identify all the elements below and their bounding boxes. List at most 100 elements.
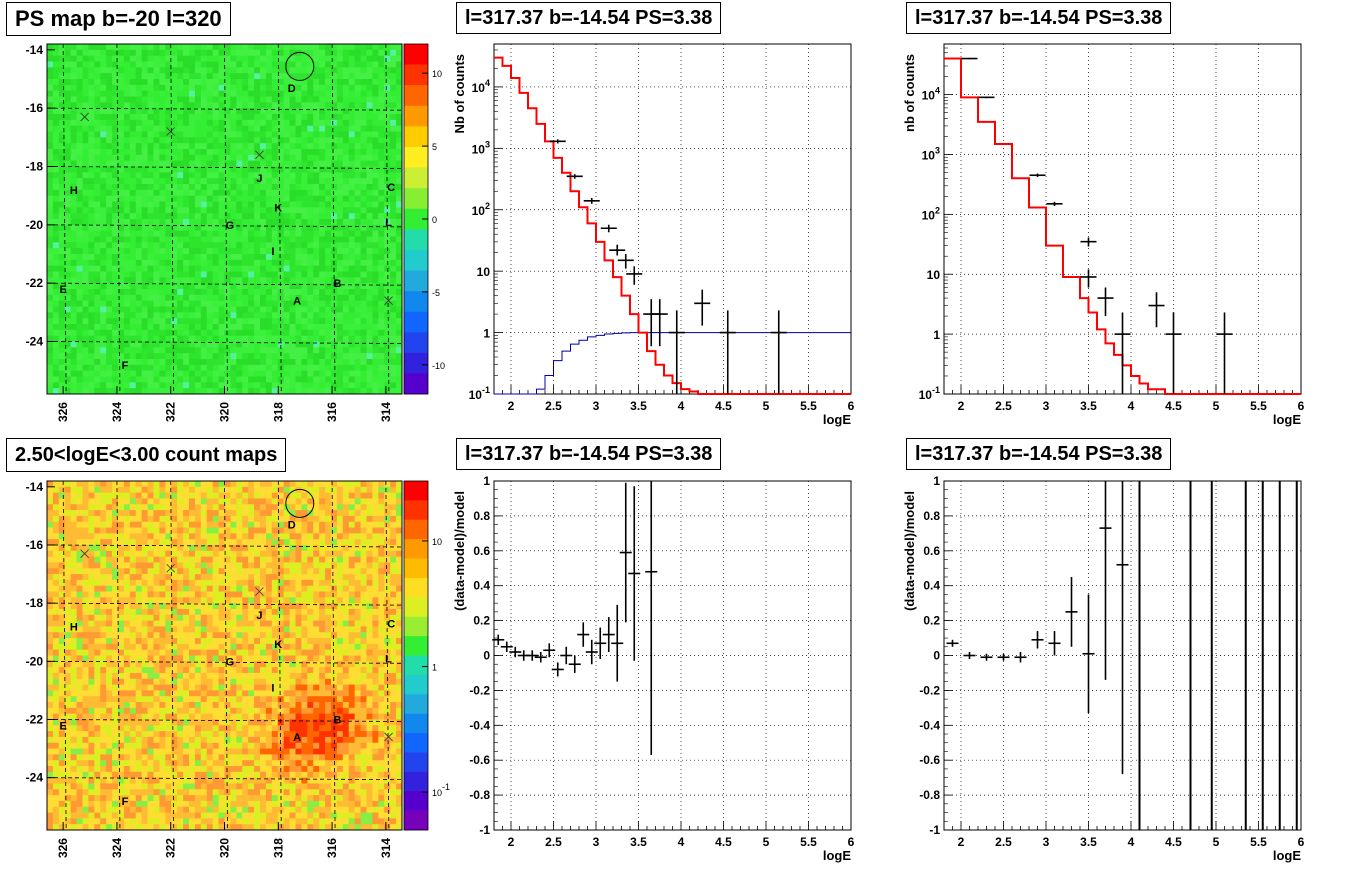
heatmap-cell [336, 271, 344, 278]
heatmap-cell [378, 79, 385, 86]
heatmap-cell [147, 166, 154, 173]
heatmap-cells [47, 481, 403, 831]
heatmap-cell [342, 90, 350, 97]
heatmap-cell [189, 219, 196, 226]
heatmap-cell [319, 329, 326, 337]
heatmap-cell [112, 178, 119, 185]
heatmap-cell [242, 44, 249, 51]
heatmap-cell [88, 283, 95, 290]
heatmap-cell [94, 626, 101, 633]
heatmap-cell [58, 643, 66, 651]
heatmap-cell [372, 219, 379, 226]
heatmap-cell [396, 90, 403, 97]
heatmap-cell [88, 498, 95, 505]
heatmap-cell [307, 61, 314, 68]
heatmap-cell [165, 521, 172, 528]
heatmap-cell [82, 783, 89, 790]
heatmap-cell [206, 184, 214, 191]
heatmap-cell [354, 213, 361, 220]
heatmap-cell [112, 719, 119, 726]
heatmap-cell [58, 84, 66, 92]
heatmap-cell [76, 376, 83, 383]
heatmap-cell [118, 574, 125, 581]
heatmap-cell [177, 230, 184, 237]
heatmap-cell [159, 556, 166, 563]
heatmap-cell [106, 766, 113, 773]
heatmap-cell [64, 748, 72, 755]
heatmap-cell [165, 160, 172, 167]
heatmap-cell [135, 324, 143, 331]
heatmap-cell [153, 283, 160, 290]
heatmap-cell [123, 690, 131, 697]
heatmap-cell [64, 521, 72, 528]
heatmap-cell [100, 172, 107, 179]
heatmap-cell [159, 731, 166, 738]
heatmap-cell [378, 335, 385, 342]
heatmap-cell [366, 84, 373, 92]
heatmap-cell [70, 271, 77, 278]
heatmap-cell [360, 207, 367, 214]
heatmap-cell [141, 224, 148, 232]
heatmap-cell [70, 626, 77, 633]
heatmap-cell [94, 696, 101, 703]
heatmap-cell [147, 533, 154, 540]
heatmap-cell [135, 568, 143, 575]
heatmap-cell [58, 731, 66, 738]
heatmap-cell [118, 341, 125, 348]
heatmap-cell [360, 195, 367, 202]
heatmap-cell [396, 73, 403, 80]
heatmap-cell [183, 289, 190, 296]
heatmap-cell [283, 79, 290, 86]
heatmap-cell [82, 271, 89, 278]
heatmap-cell [100, 149, 107, 156]
heatmap-cell [313, 347, 320, 354]
heatmap-cell [248, 219, 255, 226]
heatmap-cell [94, 608, 101, 616]
heatmap-cell [354, 172, 361, 179]
heatmap-cell [52, 614, 60, 621]
heatmap-cell [354, 55, 361, 62]
heatmap-cell [165, 259, 172, 267]
heatmap-cell [129, 149, 137, 156]
heatmap-cell [64, 96, 72, 103]
heatmap-cell [153, 515, 160, 523]
heatmap-cell [159, 481, 166, 488]
heatmap-cell [129, 49, 137, 57]
heatmap-cell [165, 690, 172, 697]
heatmap-cell [82, 667, 89, 674]
heatmap-cell [153, 347, 160, 354]
heatmap-cell [94, 667, 101, 674]
heatmap-cell [396, 318, 403, 325]
heatmap-cell [230, 324, 237, 331]
heatmap-cell [307, 143, 314, 150]
heatmap-cell [331, 283, 338, 290]
heatmap-cell [165, 254, 172, 261]
heatmap-cell [52, 143, 60, 150]
heatmap-cell [224, 189, 231, 197]
heatmap-cell [378, 248, 385, 255]
heatmap-cell [206, 172, 214, 179]
heatmap-cell [141, 754, 148, 761]
heatmap-cell [295, 353, 302, 360]
heatmap-cell [289, 125, 296, 132]
heatmap-cell [118, 271, 125, 278]
heatmap-cell [242, 370, 249, 377]
heatmap-cell [301, 79, 308, 86]
heatmap-cell [47, 527, 54, 534]
heatmap-cell [277, 125, 285, 132]
heatmap-cell [254, 265, 261, 272]
heatmap-cell [165, 643, 172, 651]
heatmap-cell [47, 608, 54, 616]
heatmap-cell [159, 766, 166, 773]
heatmap-cell [307, 370, 314, 377]
heatmap-cell [354, 195, 361, 202]
heatmap-cell [141, 96, 148, 103]
heatmap-cell [82, 719, 89, 726]
heatmap-cell [372, 172, 379, 179]
heatmap-cell [94, 754, 101, 761]
heatmap-cell [141, 672, 148, 680]
heatmap-cell [378, 160, 385, 167]
heatmap-cell [378, 341, 385, 348]
heatmap-cell [265, 55, 273, 62]
heatmap-cell [283, 376, 290, 383]
